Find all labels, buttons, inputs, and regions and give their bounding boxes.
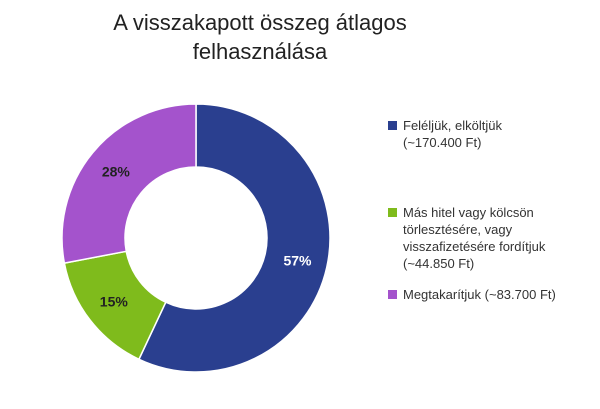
- legend-label-save: Megtakarítjuk (~83.700 Ft): [403, 287, 556, 302]
- legend-item-repay: Más hitel vagy kölcsön törlesztésére, va…: [388, 204, 593, 272]
- legend-label-repay: Más hitel vagy kölcsön törlesztésére, va…: [403, 205, 546, 271]
- slice-save: [61, 103, 197, 264]
- legend-item-spend: Feléljük, elköltjük (~170.400 Ft): [388, 117, 593, 151]
- legend-label-spend: Feléljük, elköltjük (~170.400 Ft): [403, 118, 502, 150]
- chart-title-line-1: A visszakapott összeg átlagos: [113, 10, 407, 35]
- donut-slices: [61, 103, 331, 373]
- slice-label-spend: 57%: [283, 253, 312, 269]
- slice-label-repay: 15%: [100, 294, 129, 310]
- chart-title-line-2: felhasználása: [192, 39, 328, 64]
- slice-spend: [137, 103, 331, 373]
- slice-labels: 57% 15% 28%: [100, 164, 312, 310]
- legend-swatch-save: [388, 290, 397, 299]
- legend-item-save: Megtakarítjuk (~83.700 Ft): [388, 286, 593, 303]
- slice-label-save: 28%: [102, 164, 131, 180]
- legend-swatch-repay: [388, 208, 397, 217]
- chart-title: A visszakapott összeg átlagos felhasznál…: [0, 8, 520, 66]
- legend-swatch-spend: [388, 121, 397, 130]
